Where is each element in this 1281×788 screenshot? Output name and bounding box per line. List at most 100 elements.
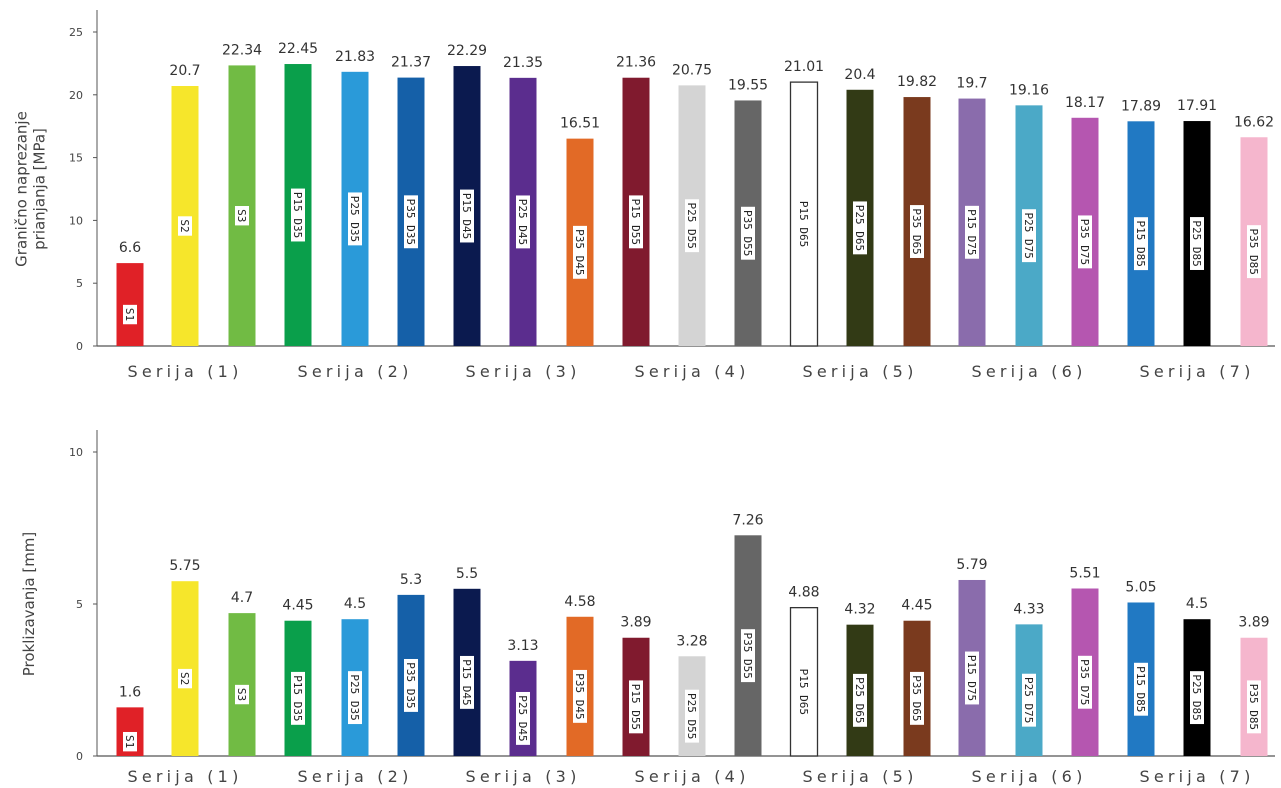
bar-value-label: 19.82 (897, 74, 937, 90)
bar-value-label: 4.5 (1186, 596, 1208, 612)
bar-category-label: P35 D75 (1078, 659, 1091, 705)
x-group-label: Serija (7) (1139, 362, 1254, 381)
y-tick-label: 5 (76, 598, 83, 611)
bar-category-label: P15 D85 (1134, 220, 1147, 266)
bar-value-label: 20.4 (844, 67, 875, 83)
bar-category-label-box (1134, 662, 1148, 716)
bar-category-label-group: P25 D55 (685, 199, 699, 253)
bar-category-label: S1 (123, 308, 136, 321)
bar-category-label: P25 D85 (1190, 220, 1203, 266)
bar-category-label: P25 D75 (1022, 212, 1035, 258)
bar-category-label-box (685, 199, 699, 253)
bar-category-label-box (460, 189, 474, 243)
bar-category-label-group: P35 D75 (1078, 655, 1092, 709)
top-chart-panel: 0 5 10 15 20 25 Granično naprezanjeprianjanja … (13, 10, 1275, 381)
y-tick-label: 0 (76, 340, 83, 353)
bar (228, 613, 256, 756)
bar-category-label: S3 (235, 209, 248, 222)
x-group-label: Serija (6) (971, 362, 1086, 381)
bar-category-label: P15 D65 (797, 669, 810, 715)
bar-category-label: S1 (123, 735, 136, 748)
bar-category-label: P15 D35 (291, 675, 304, 721)
bar-category-label-group: P35 D55 (741, 206, 755, 260)
bar-value-label: 5.05 (1125, 579, 1156, 595)
bar-value-label: 21.37 (391, 55, 431, 71)
bar-category-label: P35 D85 (1247, 684, 1260, 730)
bar-value-label: 4.33 (1013, 601, 1044, 617)
bar-category-label-box (1078, 215, 1092, 269)
bar-category-label: S2 (178, 219, 191, 232)
bar-category-label-group: P15 D75 (965, 651, 979, 705)
bar-value-label: 16.62 (1234, 114, 1274, 130)
bar-category-label: P15 D55 (629, 199, 642, 245)
bar-category-label-group: P15 D55 (629, 195, 643, 249)
bar-category-label-box (1247, 225, 1261, 279)
bar-value-label: 17.91 (1177, 98, 1217, 114)
bar-value-label: 6.6 (119, 240, 141, 256)
bar-category-label-group: S2 (178, 668, 192, 689)
bar-category-label: P15 D75 (965, 655, 978, 701)
bar-value-label: 3.89 (620, 615, 651, 631)
bar-category-label-box (178, 216, 192, 236)
bar-category-label-group: P25 D85 (1190, 217, 1204, 270)
bar (171, 86, 199, 347)
bar-value-label: 3.28 (676, 633, 707, 649)
bar-category-label-group: P35 D65 (910, 205, 924, 258)
bar-category-label-group: P35 D55 (741, 629, 755, 683)
bar-category-label: P25 D65 (853, 205, 866, 251)
bar-category-label-box (965, 205, 979, 259)
bar-category-label: P15 D35 (291, 192, 304, 238)
bar-category-label: P15 D75 (965, 209, 978, 255)
bar-category-label-group: P35 D35 (404, 195, 418, 249)
bar-category-label-group: P25 D75 (1022, 673, 1036, 727)
bar-value-label: 3.13 (507, 638, 538, 654)
bar-value-label: 4.5 (344, 596, 366, 612)
bar-category-label: P35 D55 (741, 210, 754, 256)
bar-value-label: 18.17 (1065, 95, 1105, 111)
y-tick-label: 0 (76, 750, 83, 763)
bar-category-label: P15 D45 (460, 193, 473, 239)
bar-category-label-box (685, 689, 699, 743)
bar-category-label-box (797, 197, 811, 251)
bar-value-label: 17.89 (1121, 98, 1161, 114)
bar-category-label-box (797, 665, 811, 719)
bar-value-label: 20.7 (169, 63, 200, 79)
bar-category-label-group: P25 D55 (685, 689, 699, 743)
bar-value-label: 19.7 (956, 76, 987, 92)
y-tick-label: 25 (69, 26, 83, 39)
bar-value-label: 4.45 (901, 598, 932, 614)
bar-value-label: 4.45 (282, 598, 313, 614)
bottom-chart-panel: 0 5 10 Proklizavanja [mm] 1.6 S1 5.75 S2 4.7 S3 4.… (20, 430, 1275, 786)
x-group-label: Serija (2) (297, 767, 412, 786)
bar-category-label: P25 D65 (853, 677, 866, 723)
bar (228, 65, 256, 346)
bar-category-label-group: P15 D75 (965, 205, 979, 259)
bar-category-label-group: P35 D35 (404, 658, 418, 712)
bar-category-label-box (235, 206, 249, 226)
bar-category-label-box (1134, 217, 1148, 271)
bar-category-label-box (741, 629, 755, 683)
bar-category-label-group: P25 D35 (348, 671, 362, 725)
x-group-label: Serija (2) (297, 362, 412, 381)
bar-category-label-group: P15 D45 (460, 655, 474, 709)
bar-category-label: P25 D55 (685, 693, 698, 739)
bar-category-label-box (629, 680, 643, 734)
bar-category-label-box (853, 673, 867, 727)
bar-category-label-group: P25 D45 (516, 195, 530, 249)
bar-category-label: S3 (235, 688, 248, 701)
bar-category-label-group: S2 (178, 216, 192, 236)
y-axis-title: Proklizavanja [mm] (20, 532, 38, 677)
bar-category-label: P35 D35 (404, 662, 417, 708)
bar-category-label-box (629, 195, 643, 249)
bar-value-label: 5.79 (956, 557, 987, 573)
bar-category-label-group: P35 D65 (910, 671, 924, 725)
bar-category-label-group: P15 D85 (1134, 217, 1148, 271)
bar-category-label-group: S3 (235, 206, 249, 226)
bar-value-label: 21.01 (784, 59, 824, 75)
bar-category-label: P25 D35 (348, 196, 361, 242)
bar-category-label-box (1022, 673, 1036, 727)
bar-category-label-box (123, 731, 137, 752)
bar-category-label-group: P25 D85 (1190, 671, 1204, 725)
bar-category-label-box (516, 195, 530, 249)
